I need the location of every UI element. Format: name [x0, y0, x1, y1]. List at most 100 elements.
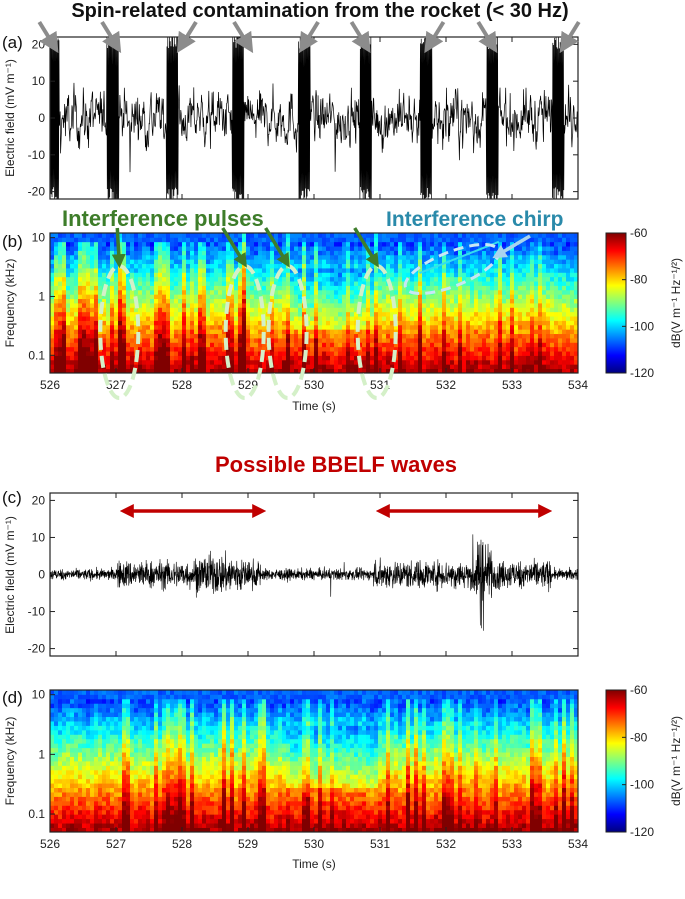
heatmap-cell [234, 259, 239, 265]
heatmap-cell [430, 281, 435, 286]
heatmap-cell [246, 272, 251, 278]
heatmap-cell [466, 338, 471, 343]
heatmap-cell [290, 246, 295, 251]
heatmap-cell [106, 320, 111, 326]
heatmap-cell [174, 298, 179, 304]
heatmap-cell [514, 368, 519, 374]
heatmap-cell [206, 311, 211, 317]
heatmap-cell [98, 809, 103, 815]
heatmap-cell [482, 368, 487, 374]
heatmap-cell [66, 246, 71, 251]
heatmap-cell [54, 333, 59, 339]
heatmap-cell [298, 320, 303, 326]
heatmap-cell [546, 359, 551, 365]
heatmap-cell [106, 814, 111, 820]
heatmap-cell [58, 712, 63, 718]
heatmap-cell [502, 324, 507, 330]
heatmap-cell [134, 268, 139, 273]
heatmap-cell [154, 259, 159, 265]
heatmap-cell [554, 346, 559, 352]
heatmap-cell [314, 246, 319, 251]
heatmap-cell [286, 311, 291, 317]
heatmap-cell [550, 276, 555, 282]
heatmap-cell [126, 814, 131, 820]
heatmap-cell [318, 364, 323, 370]
heatmap-cell [554, 311, 559, 317]
panel-b-xlabel: Time (s) [292, 399, 336, 413]
heatmap-cell [390, 281, 395, 286]
heatmap-cell [370, 351, 375, 356]
heatmap-cell [130, 294, 135, 300]
heatmap-cell [326, 355, 331, 361]
heatmap-cell [130, 783, 135, 789]
heatmap-cell [326, 254, 331, 260]
heatmap-cell [414, 281, 419, 286]
heatmap-cell [58, 823, 63, 828]
heatmap-cell [146, 259, 151, 265]
heatmap-cell [462, 359, 467, 365]
heatmap-cell [102, 368, 107, 374]
heatmap-cell [354, 246, 359, 251]
heatmap-cell [254, 254, 259, 260]
heatmap-cell [262, 294, 267, 300]
heatmap-cell [74, 324, 79, 330]
heatmap-cell [330, 281, 335, 286]
heatmap-cell [466, 281, 471, 286]
heatmap-cell [462, 351, 467, 356]
heatmap-cell [138, 355, 143, 361]
heatmap-cell [86, 805, 91, 811]
heatmap-cell [86, 778, 91, 784]
heatmap-cell [458, 355, 463, 361]
heatmap-cell [106, 690, 111, 695]
heatmap-cell [362, 259, 367, 265]
heatmap-cell [166, 346, 171, 352]
heatmap-cell [66, 818, 71, 824]
heatmap-cell [218, 355, 223, 361]
heatmap-cell [150, 289, 155, 295]
heatmap-cell [334, 368, 339, 374]
heatmap-cell [110, 694, 115, 700]
heatmap-cell [282, 320, 287, 326]
heatmap-cell [310, 355, 315, 361]
heatmap-cell [462, 289, 467, 295]
heatmap-cell [270, 263, 275, 269]
heatmap-cell [362, 311, 367, 317]
heatmap-cell [74, 307, 79, 313]
heatmap-cell [342, 276, 347, 282]
heatmap-cell [398, 359, 403, 365]
heatmap-cell [374, 237, 379, 243]
heatmap-cell [490, 329, 495, 335]
heatmap-cell [158, 342, 163, 348]
heatmap-cell [106, 800, 111, 806]
colorbar-tick-label: -80 [630, 273, 648, 287]
heatmap-cell [318, 250, 323, 256]
heatmap-cell [410, 259, 415, 265]
heatmap-cell [534, 303, 539, 308]
panel-c-ylabel: Electric field (mV m⁻¹) [3, 516, 17, 634]
heatmap-cell [554, 250, 559, 256]
heatmap-cell [222, 298, 227, 304]
heatmap-cell [126, 329, 131, 335]
heatmap-cell [386, 298, 391, 304]
heatmap-cell [438, 285, 443, 291]
heatmap-cell [122, 703, 127, 709]
heatmap-cell [54, 690, 59, 695]
heatmap-cell [246, 355, 251, 361]
heatmap-cell [90, 307, 95, 313]
heatmap-cell [282, 364, 287, 370]
heatmap-cell [106, 716, 111, 722]
heatmap-cell [382, 241, 387, 247]
heatmap-cell [70, 814, 75, 820]
heatmap-cell [94, 756, 99, 762]
heatmap-cell [350, 281, 355, 286]
heatmap-cell [206, 324, 211, 330]
heatmap-cell [106, 765, 111, 771]
heatmap-cell [50, 712, 55, 718]
heatmap-cell [402, 259, 407, 265]
heatmap-cell [378, 320, 383, 326]
heatmap-cell [498, 307, 503, 313]
heatmap-cell [146, 237, 151, 243]
heatmap-cell [62, 241, 67, 247]
heatmap-cell [246, 359, 251, 365]
heatmap-cell [126, 707, 131, 713]
